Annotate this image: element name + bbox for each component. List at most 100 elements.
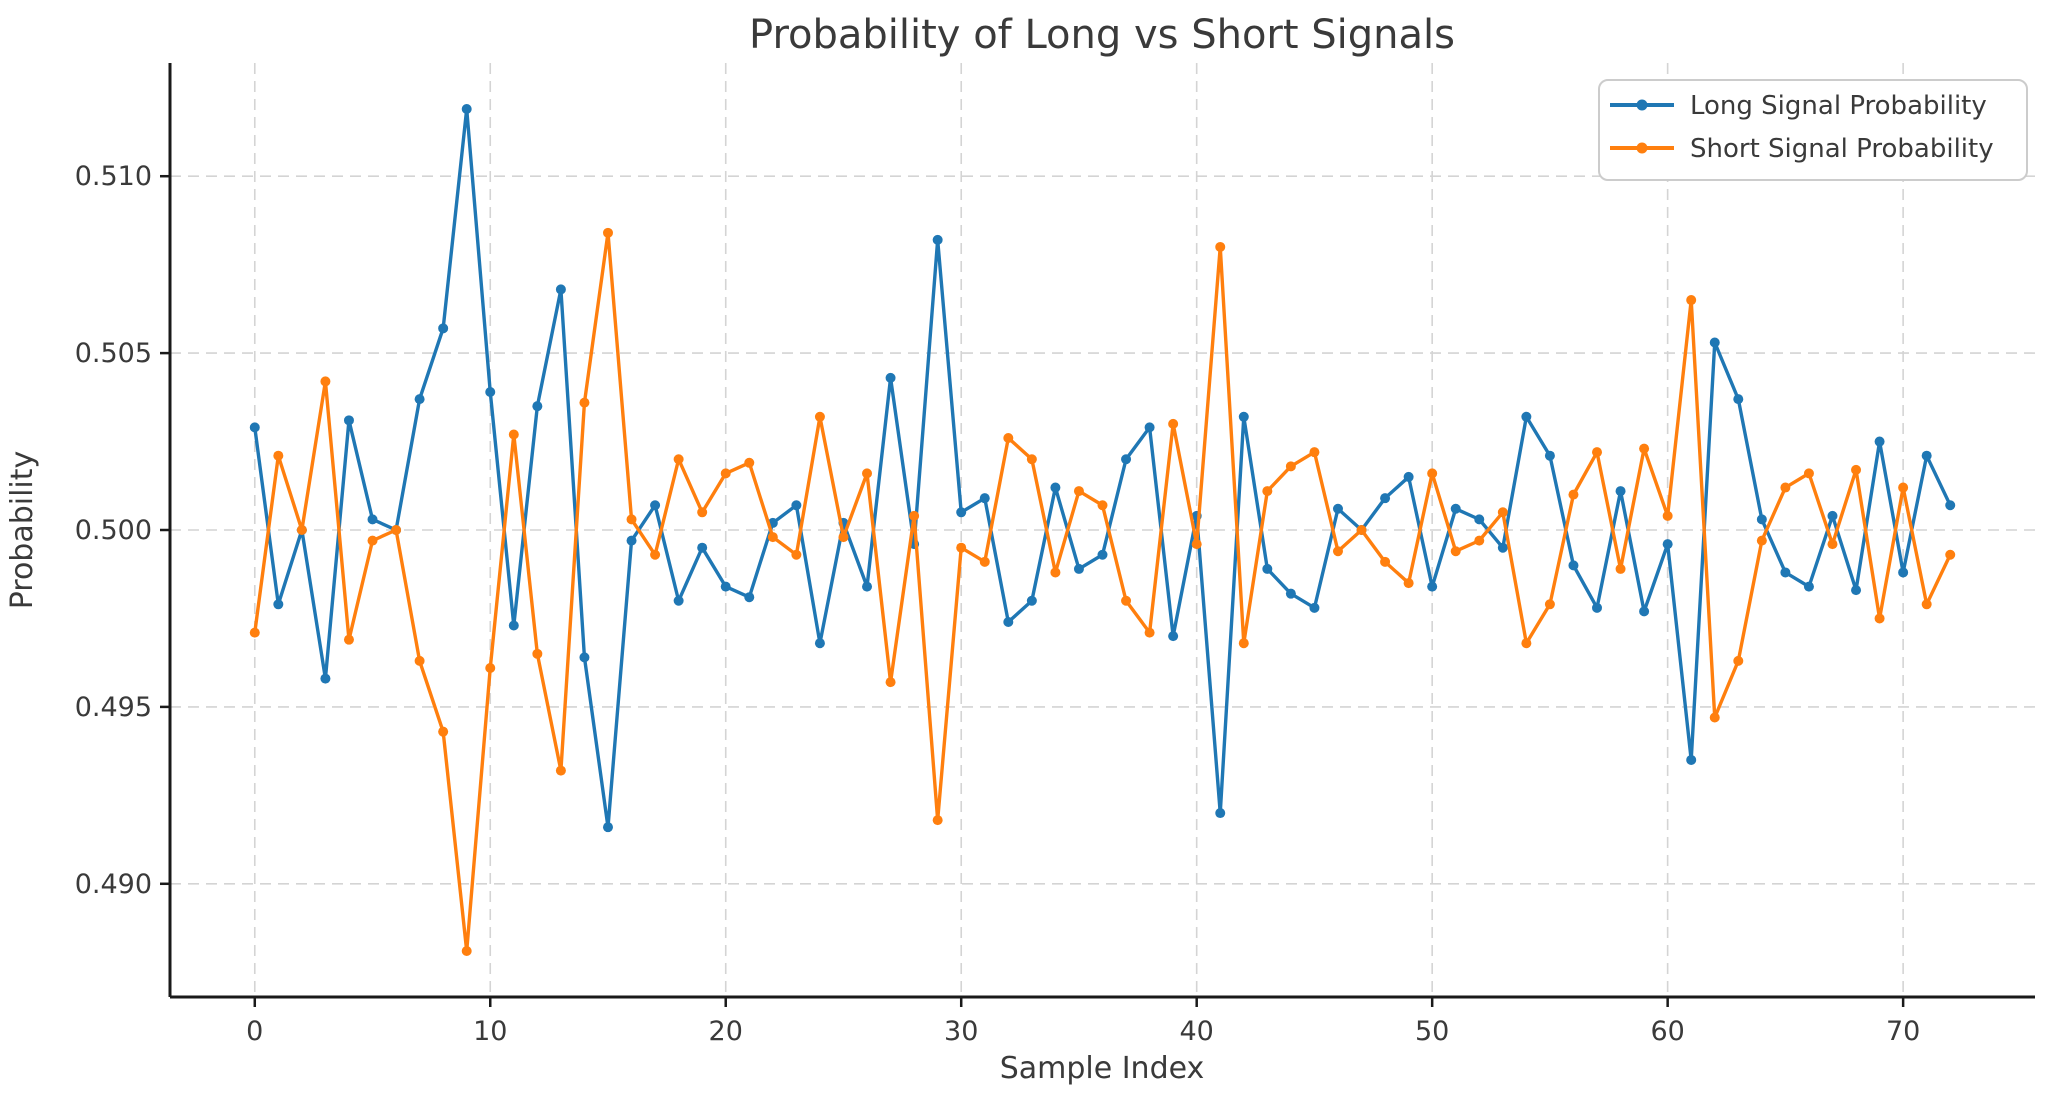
- data-point-short: [1356, 525, 1367, 535]
- legend-label-long: Long Signal Probability: [1690, 91, 1987, 121]
- data-point-short: [1544, 599, 1555, 610]
- data-point-short: [414, 655, 425, 666]
- data-point-long: [791, 500, 802, 511]
- data-point-short: [579, 397, 590, 408]
- data-point-long: [626, 535, 637, 546]
- data-point-short: [1827, 539, 1838, 550]
- data-point-long: [367, 514, 378, 525]
- y-tick-label: 0.495: [75, 692, 152, 723]
- x-tick-label: 70: [1886, 1016, 1920, 1047]
- data-point-short: [1615, 563, 1626, 574]
- data-point-long: [1544, 450, 1555, 461]
- data-point-long: [1827, 510, 1838, 521]
- data-point-short: [602, 227, 613, 238]
- data-point-long: [1144, 422, 1155, 433]
- data-point-long: [1285, 588, 1296, 599]
- data-point-long: [1615, 486, 1626, 497]
- data-point-short: [343, 634, 354, 645]
- data-point-short: [791, 549, 802, 560]
- data-point-short: [1686, 295, 1697, 306]
- legend-label-short: Short Signal Probability: [1690, 134, 1994, 164]
- data-point-long: [1521, 411, 1532, 422]
- grid-layer: [170, 63, 2035, 997]
- data-point-long: [555, 284, 566, 295]
- data-point-short: [1521, 638, 1532, 649]
- data-point-long: [862, 581, 873, 592]
- data-point-short: [1921, 599, 1932, 610]
- data-point-long: [1497, 542, 1508, 553]
- data-point-long: [1403, 471, 1414, 482]
- data-point-long: [273, 599, 284, 610]
- data-point-long: [1073, 563, 1084, 574]
- data-point-short: [438, 726, 449, 737]
- data-point-long: [1639, 606, 1650, 617]
- legend-long-marker-icon: [1636, 99, 1648, 111]
- data-point-long: [579, 652, 590, 663]
- data-point-long: [1215, 808, 1226, 819]
- y-tick-label: 0.505: [75, 338, 152, 369]
- legend: Long Signal Probability Short Signal Pro…: [1598, 79, 2028, 181]
- x-tick-label: 0: [246, 1016, 263, 1047]
- data-point-long: [1898, 567, 1909, 578]
- data-point-long: [1026, 595, 1037, 606]
- data-point-short: [1168, 418, 1179, 429]
- data-point-short: [767, 532, 778, 543]
- chart-title: Probability of Long vs Short Signals: [749, 12, 1455, 58]
- x-tick-label: 30: [944, 1016, 978, 1047]
- data-point-long: [1003, 616, 1014, 627]
- data-point-short: [673, 454, 684, 465]
- data-point-short: [626, 514, 637, 525]
- data-point-short: [650, 549, 661, 560]
- data-point-short: [1662, 510, 1673, 521]
- data-point-long: [1756, 514, 1767, 525]
- data-point-short: [1262, 486, 1273, 497]
- data-point-long: [1945, 500, 1956, 511]
- data-point-short: [367, 535, 378, 546]
- y-tick-label: 0.490: [75, 869, 152, 900]
- data-point-long: [1662, 539, 1673, 550]
- data-point-short: [838, 532, 849, 543]
- y-axis-label: Probability: [5, 451, 40, 610]
- data-point-long: [1097, 549, 1108, 560]
- data-point-long: [320, 673, 331, 684]
- data-point-short: [697, 507, 708, 518]
- data-point-short: [1285, 461, 1296, 472]
- data-point-long: [932, 234, 943, 245]
- data-point-long: [1733, 394, 1744, 405]
- data-point-short: [508, 429, 519, 440]
- data-point-long: [1592, 602, 1603, 613]
- data-point-long: [249, 422, 260, 433]
- data-point-long: [414, 394, 425, 405]
- data-point-long: [1332, 503, 1343, 514]
- data-point-long: [1474, 514, 1485, 525]
- x-tick-label: 10: [473, 1016, 507, 1047]
- data-point-short: [979, 556, 990, 567]
- data-point-short: [1450, 546, 1461, 557]
- data-point-short: [1639, 443, 1650, 454]
- data-point-long: [1238, 411, 1249, 422]
- data-point-short: [1780, 482, 1791, 493]
- data-point-short: [1874, 613, 1885, 624]
- data-point-short: [1191, 539, 1202, 550]
- data-point-long: [438, 323, 449, 334]
- data-point-long: [650, 500, 661, 511]
- data-point-short: [1497, 507, 1508, 518]
- data-point-short: [1568, 489, 1579, 500]
- data-point-long: [744, 592, 755, 603]
- data-point-short: [1474, 535, 1485, 546]
- legend-box: [1598, 79, 2028, 181]
- data-point-long: [1921, 450, 1932, 461]
- data-point-short: [1026, 454, 1037, 465]
- data-point-long: [1851, 585, 1862, 596]
- data-point-short: [1121, 595, 1132, 606]
- data-point-short: [320, 376, 331, 387]
- data-point-long: [1427, 581, 1438, 592]
- data-point-long: [508, 620, 519, 631]
- x-tick-label: 20: [709, 1016, 743, 1047]
- data-point-short: [1709, 712, 1720, 723]
- data-point-short: [720, 468, 731, 479]
- data-point-short: [1238, 638, 1249, 649]
- data-point-long: [885, 372, 896, 383]
